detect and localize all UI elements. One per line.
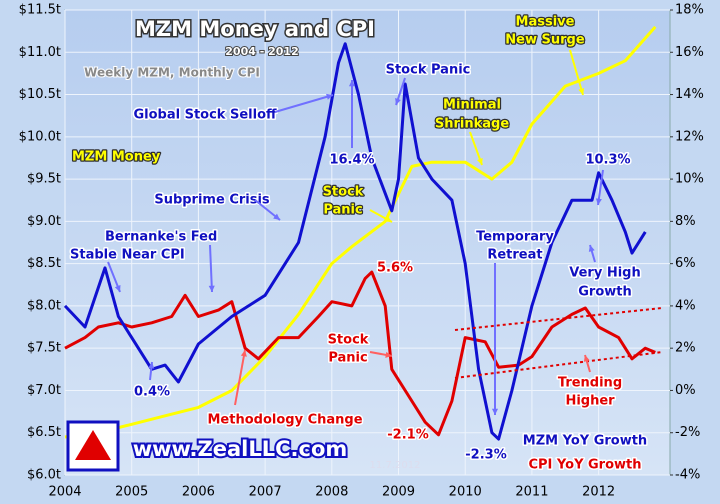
annotation: Stable Near CPI	[70, 248, 185, 263]
x-tick-label: 2007	[249, 485, 282, 500]
y2-tick-label: -2%	[675, 425, 700, 440]
arrow-head	[578, 88, 585, 95]
y-tick-label: $10.0t	[19, 129, 61, 144]
annotation: 0.4%	[134, 385, 170, 400]
annotation: Panic	[328, 351, 367, 366]
arrow-head	[588, 245, 595, 252]
y-tick-label: $11.0t	[19, 45, 61, 60]
arrow-head	[385, 216, 392, 222]
annotation: Shrinkage	[435, 117, 509, 132]
y-tick-label: $9.5t	[27, 172, 61, 187]
y2-tick-label: 18%	[675, 3, 704, 18]
annotation: 5.6%	[377, 261, 413, 276]
arrow-head	[208, 285, 215, 292]
annotation: -2.3%	[465, 448, 506, 463]
arrow-head	[583, 355, 590, 362]
annotation: -2.1%	[387, 428, 428, 443]
annotation: 16.4%	[329, 153, 374, 168]
y-tick-label: $9.0t	[27, 214, 61, 229]
x-tick-label: 2009	[382, 485, 415, 500]
y-tick-label: $7.5t	[27, 341, 61, 356]
legend-label: MZM Money	[72, 150, 161, 165]
annotation: Stock	[323, 185, 364, 200]
arrow-head	[273, 213, 280, 220]
x-tick-label: 2011	[515, 485, 548, 500]
trend-line	[454, 351, 663, 379]
x-tick-label: 2004	[48, 485, 81, 500]
plot-area	[64, 9, 671, 476]
annotation: Bernanke's Fed	[105, 230, 217, 245]
annotation: Growth	[578, 285, 632, 300]
annotation: Stock Panic	[386, 63, 471, 78]
website: www.ZealLLC.com	[133, 437, 348, 461]
arrow-head	[385, 351, 392, 358]
x-tick-label: 2008	[315, 485, 348, 500]
annotation: Methodology Change	[207, 413, 362, 428]
x-tick-label: 2005	[115, 485, 148, 500]
annotation: Temporary	[476, 230, 554, 245]
date-stamp: 11.7.2012	[370, 460, 421, 471]
arrow	[274, 94, 334, 113]
y2-tick-label: -4%	[675, 468, 700, 483]
arrow	[569, 49, 584, 96]
annotation: Stock	[328, 333, 369, 348]
logo-mark	[75, 430, 111, 460]
y-tick-label: $10.5t	[19, 87, 61, 102]
trend-line	[454, 307, 663, 331]
logo	[66, 420, 120, 472]
annotation: New Surge	[505, 33, 585, 48]
annotation: Subprime Crisis	[154, 193, 270, 208]
arrow-head	[240, 350, 247, 357]
arrow-head	[395, 98, 401, 105]
arrow-head	[476, 158, 483, 165]
x-tick-label: 2006	[182, 485, 215, 500]
arrow-head	[491, 408, 499, 415]
y2-tick-label: 8%	[675, 214, 696, 229]
chart-note: Weekly MZM, Monthly CPI	[84, 66, 260, 80]
y2-tick-label: 12%	[675, 129, 704, 144]
y-tick-label: $6.0t	[27, 468, 61, 483]
y2-tick-label: 6%	[675, 256, 696, 271]
y2-tick-label: 0%	[675, 383, 696, 398]
arrow	[234, 349, 246, 406]
chart-title: MZM Money and CPI	[135, 17, 375, 41]
arrow-head	[326, 93, 333, 100]
arrow-head	[148, 362, 155, 369]
annotation: Very High	[569, 266, 640, 281]
legend-label: MZM YoY Growth	[523, 434, 647, 449]
y2-tick-label: 2%	[675, 341, 696, 356]
annotation: Minimal	[443, 98, 501, 113]
y2-tick-label: 10%	[675, 172, 704, 187]
y-tick-label: $6.5t	[27, 425, 61, 440]
y2-tick-label: 16%	[675, 45, 704, 60]
annotation: Trending	[558, 376, 622, 391]
arrow	[209, 244, 213, 293]
annotation: Retreat	[487, 248, 542, 263]
y-tick-label: $11.5t	[19, 3, 61, 18]
annotation: Massive	[516, 15, 575, 30]
arrow-head	[114, 285, 121, 292]
series-line	[63, 42, 647, 441]
chart-subtitle: 2004 - 2012	[225, 45, 298, 58]
annotation: Panic	[323, 203, 362, 218]
annotation: Higher	[565, 394, 615, 409]
y-tick-label: $8.0t	[27, 298, 61, 313]
arrow-head	[595, 198, 602, 205]
annotation: 10.3%	[585, 153, 630, 168]
x-tick-label: 2010	[449, 485, 482, 500]
y2-tick-label: 14%	[675, 87, 704, 102]
y-tick-label: $7.0t	[27, 383, 61, 398]
annotation: Global Stock Selloff	[133, 108, 277, 123]
y-tick-label: $8.5t	[27, 256, 61, 271]
x-tick-label: 2012	[582, 485, 615, 500]
y2-tick-label: 4%	[675, 298, 696, 313]
arrow-head	[348, 80, 356, 87]
legend-label: CPI YoY Growth	[528, 458, 641, 473]
